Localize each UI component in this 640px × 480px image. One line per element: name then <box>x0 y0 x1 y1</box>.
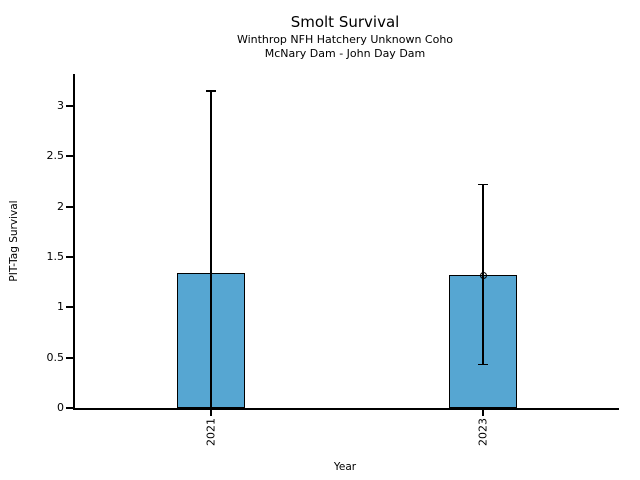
error-bar <box>210 91 212 408</box>
y-tick <box>66 155 73 158</box>
y-tick <box>66 356 73 359</box>
x-tick <box>210 408 212 416</box>
y-tick-label: 2.5 <box>46 149 65 163</box>
point-marker <box>479 271 487 279</box>
y-tick <box>66 105 73 108</box>
y-tick <box>66 407 73 409</box>
y-tick-label: 1.5 <box>46 250 65 264</box>
x-tick-label: 2023 <box>476 418 490 446</box>
y-tick-label: 0.5 <box>46 350 65 364</box>
error-cap-upper <box>478 183 488 186</box>
y-tick-label: 0 <box>57 401 64 415</box>
x-tick-label: 2021 <box>204 418 218 446</box>
y-tick-label: 2 <box>57 200 64 214</box>
error-cap-upper <box>206 90 216 92</box>
x-axis-label: Year <box>333 461 357 473</box>
y-tick <box>66 306 73 309</box>
chart-subtitle-reach: McNary Dam - John Day Dam <box>264 47 426 60</box>
chart-title: Smolt Survival <box>290 13 400 31</box>
y-tick-label: 3 <box>57 99 64 113</box>
y-tick <box>66 205 73 208</box>
chart-subtitle-hatchery: Winthrop NFH Hatchery Unknown Coho <box>236 33 454 46</box>
plot-area: 0 0.5 1 1.5 2 2.5 3 2021 2023 <box>47 74 619 446</box>
y-tick <box>66 256 73 259</box>
y-tick-label: 1 <box>57 300 64 314</box>
y-axis-label: PIT-Tag Survival <box>8 200 20 282</box>
error-cap-lower <box>478 363 488 366</box>
x-tick <box>482 408 484 416</box>
